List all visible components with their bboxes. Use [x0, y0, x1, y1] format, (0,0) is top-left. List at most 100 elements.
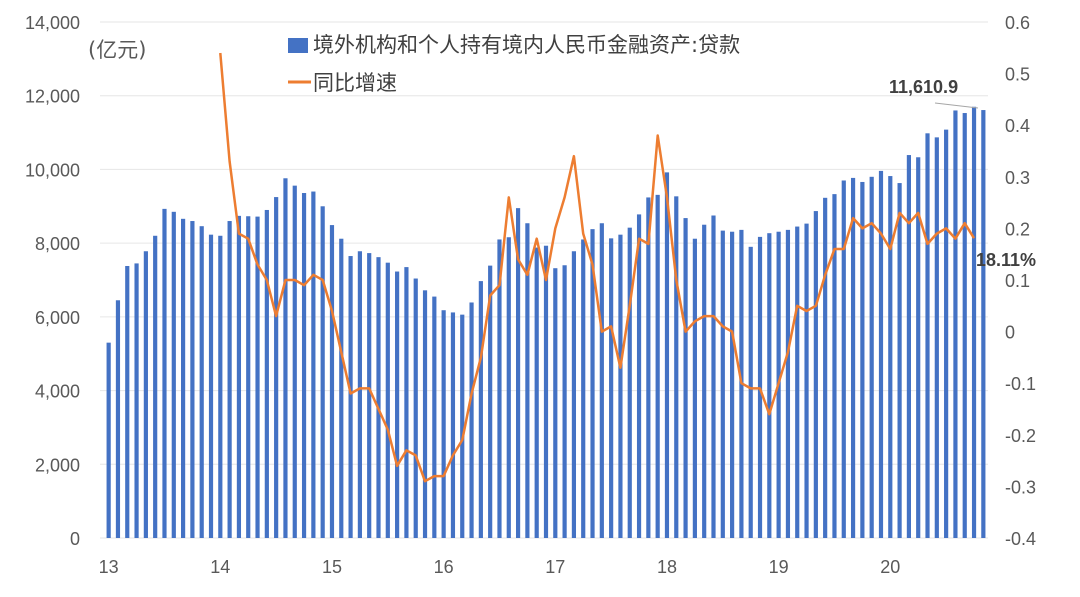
bar — [944, 129, 949, 538]
bar — [301, 193, 307, 538]
bar — [869, 176, 874, 539]
right-tick-label: -0.1 — [1005, 374, 1036, 394]
last-bar-label: 11,610.9 — [889, 77, 958, 97]
bar — [664, 172, 670, 538]
bar — [711, 215, 716, 538]
bar — [543, 245, 549, 539]
bar — [515, 208, 521, 538]
bar — [199, 226, 204, 538]
x-tick-label: 15 — [322, 557, 342, 577]
bar — [329, 225, 335, 538]
bar — [255, 216, 260, 538]
bar — [153, 235, 158, 538]
bar — [357, 251, 362, 538]
x-tick-label: 20 — [880, 557, 900, 577]
bar — [860, 181, 865, 538]
bar — [553, 268, 558, 538]
bar — [218, 235, 223, 538]
bar — [971, 106, 977, 539]
bar — [804, 223, 809, 538]
bar — [227, 221, 232, 538]
x-axis: 13 14 15 16 17 18 19 20 — [99, 557, 901, 577]
bar — [404, 267, 409, 538]
left-tick-label: 12,000 — [25, 87, 80, 107]
x-tick-label: 16 — [434, 557, 454, 577]
bar — [134, 263, 139, 538]
bar — [692, 238, 697, 538]
bar — [432, 296, 437, 538]
bar — [534, 247, 539, 538]
bar — [274, 197, 279, 539]
bar — [469, 302, 474, 538]
bar — [246, 216, 251, 539]
bar — [795, 226, 800, 539]
bar — [283, 178, 288, 538]
bar — [422, 290, 428, 538]
bar — [441, 310, 446, 538]
bar — [143, 251, 148, 538]
bar — [832, 194, 837, 538]
left-tick-label: 0 — [70, 529, 80, 549]
bar — [190, 221, 195, 538]
bar — [581, 239, 586, 538]
bar — [395, 271, 400, 538]
bar — [683, 218, 688, 538]
bar-series — [106, 106, 986, 539]
bar — [571, 251, 577, 538]
bar — [236, 215, 242, 538]
right-tick-label: 0.3 — [1005, 168, 1030, 188]
bar — [264, 209, 269, 538]
bar — [748, 246, 753, 539]
left-tick-label: 2,000 — [35, 455, 80, 475]
left-tick-label: 4,000 — [35, 382, 80, 402]
bar — [311, 191, 316, 539]
bar — [674, 196, 679, 538]
bar — [906, 155, 911, 538]
x-tick-label: 13 — [99, 557, 119, 577]
bar — [888, 176, 893, 538]
bar — [720, 230, 725, 538]
line-series — [219, 52, 976, 483]
right-tick-label: 0 — [1005, 323, 1015, 343]
bar — [590, 229, 595, 538]
legend: 境外机构和个人持有境内人民币金融资产:贷款 同比增速 — [288, 33, 740, 95]
right-tick-label: -0.2 — [1005, 426, 1036, 446]
bar — [106, 342, 111, 538]
bar — [962, 113, 967, 538]
bar — [339, 238, 344, 538]
right-tick-label: 0.6 — [1005, 13, 1030, 33]
bar — [730, 231, 735, 538]
bar — [916, 157, 921, 538]
bar — [162, 208, 167, 538]
bar — [767, 233, 772, 539]
bar — [348, 256, 353, 538]
right-tick-label: -0.3 — [1005, 477, 1036, 497]
bar — [813, 211, 818, 538]
bar — [478, 281, 483, 538]
bar — [488, 265, 493, 538]
last-line-label: 18.11% — [976, 250, 1036, 270]
bar — [981, 110, 986, 539]
bar — [785, 229, 791, 539]
bar — [385, 262, 390, 538]
bar — [878, 170, 884, 538]
bar — [646, 197, 651, 538]
bar — [599, 223, 604, 539]
bar — [367, 253, 372, 538]
bar — [115, 300, 121, 538]
x-tick-label: 18 — [657, 557, 677, 577]
bar — [618, 234, 623, 538]
left-tick-label: 10,000 — [25, 160, 80, 180]
bar — [208, 234, 214, 538]
right-tick-label: 0.1 — [1005, 271, 1030, 291]
x-tick-label: 14 — [210, 557, 230, 577]
legend-bar-swatch — [288, 38, 308, 53]
bar — [460, 314, 465, 538]
right-tick-label: 0.5 — [1005, 65, 1030, 85]
bar — [181, 218, 186, 538]
legend-bar-label: 境外机构和个人持有境内人民币金融资产:贷款 — [313, 33, 740, 57]
growth-line — [219, 52, 976, 483]
unit-label: (亿元) — [88, 38, 146, 62]
right-tick-label: 0.2 — [1005, 219, 1030, 239]
bar — [850, 177, 856, 539]
